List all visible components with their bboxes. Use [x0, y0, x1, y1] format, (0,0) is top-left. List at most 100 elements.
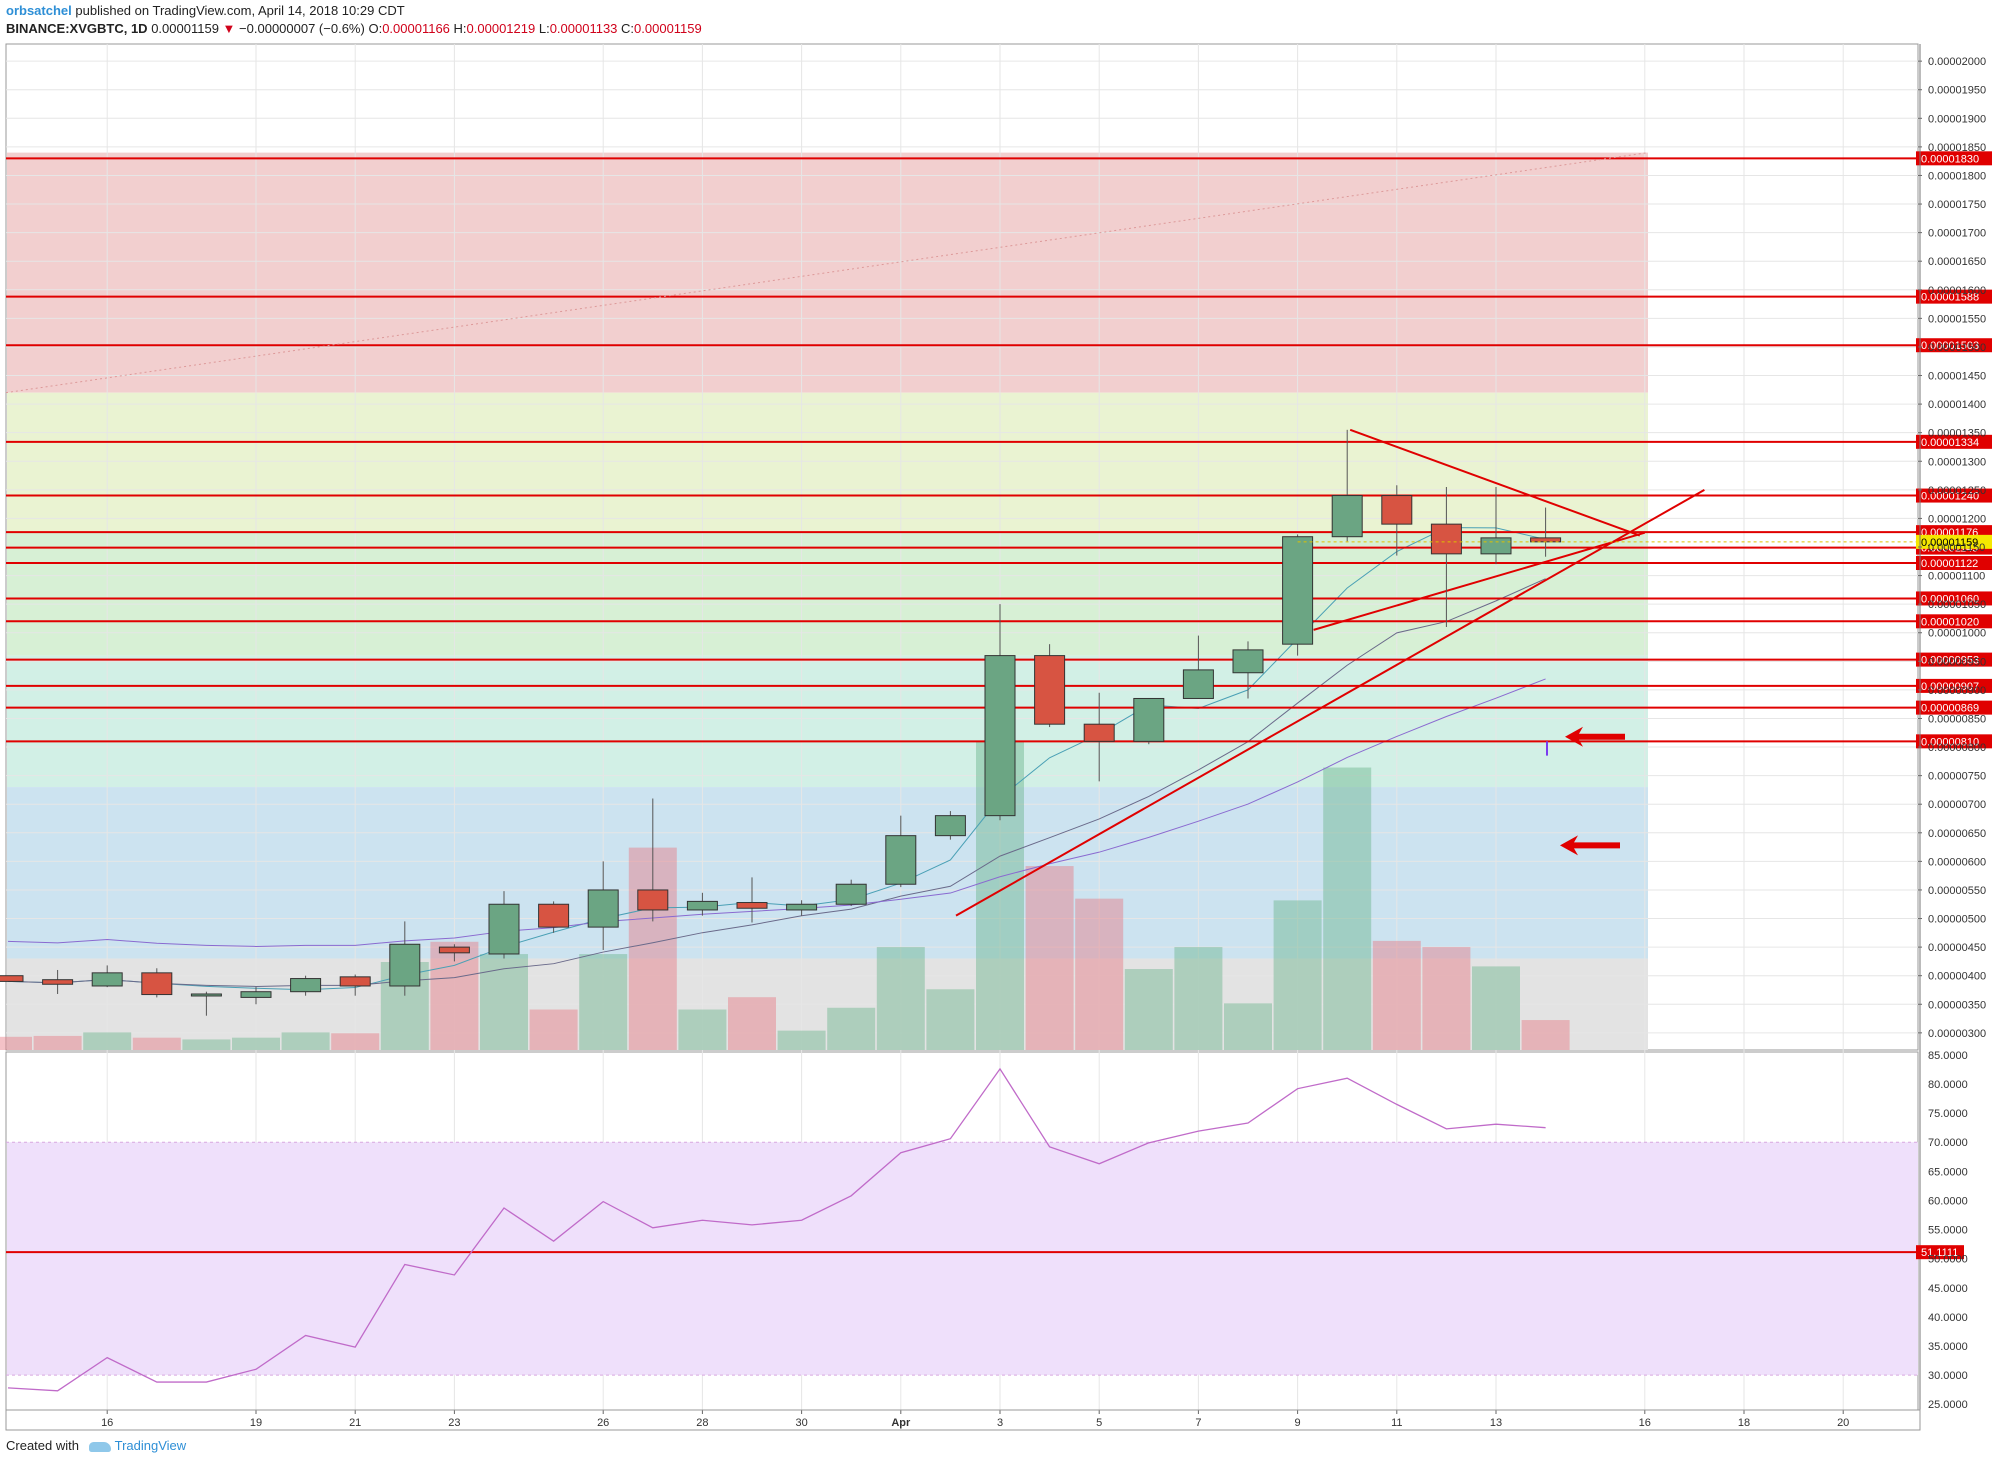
close-value: 0.00001159 [634, 21, 702, 36]
price-axis-label: 0.00000650 [1928, 828, 1986, 840]
level-price-tag [1916, 556, 1992, 571]
candle-body [637, 889, 669, 911]
candle-body [1133, 697, 1165, 742]
trendline-support [955, 488, 1705, 917]
last-price-label: 0.00001159 [1921, 537, 1978, 549]
zone-band-2 [7, 532, 1648, 656]
candle-body [339, 976, 371, 987]
candle-body [1430, 523, 1462, 555]
level-price-label: 0.00001060 [1921, 593, 1979, 605]
time-axis-label: Apr [891, 1417, 911, 1429]
volume-bar [1521, 1020, 1570, 1050]
last-price: 0.00001159 [151, 21, 219, 36]
high-value: 0.00001219 [466, 21, 536, 36]
level-price-label: 0.00000907 [1921, 681, 1979, 693]
price-axis-label: 0.00000800 [1928, 742, 1986, 754]
time-axis-label: 28 [696, 1417, 708, 1429]
price-axis-label: 0.00001900 [1928, 113, 1986, 125]
level-price-label: 0.00000953 [1921, 655, 1979, 667]
candle-body [984, 655, 1016, 817]
volume-bar [1323, 767, 1372, 1050]
rsi-axis-label: 45.0000 [1928, 1283, 1968, 1295]
price-axis-label: 0.00000350 [1928, 999, 1986, 1011]
tradingview-link[interactable]: TradingView [114, 1438, 187, 1453]
volume-bar [83, 1032, 132, 1050]
candle-body [0, 975, 24, 982]
price-axis-label: 0.00000950 [1928, 656, 1986, 668]
volume-bar [33, 1035, 82, 1050]
volume-bar [232, 1037, 280, 1050]
candle-body [141, 972, 173, 996]
price-axis-label: 0.00000500 [1928, 914, 1986, 926]
price-axis-label: 0.00001050 [1928, 599, 1986, 611]
volume-bar [728, 997, 776, 1050]
price-axis-label: 0.00001450 [1928, 371, 1986, 383]
candle-body [1381, 495, 1413, 525]
symbol-label: BINANCE:XVGBTC, 1D [6, 21, 148, 36]
level-price-tag [1916, 338, 1992, 353]
trendline-inner [1313, 531, 1646, 631]
publish-line: orbsatchel published on TradingView.com,… [6, 2, 702, 20]
level-price-tag [1916, 700, 1992, 715]
level-price-tag [1916, 652, 1992, 667]
level-price-tag [1916, 614, 1992, 629]
volume-bar [480, 954, 528, 1050]
candle-body [587, 889, 619, 928]
ohlc-line: BINANCE:XVGBTC, 1D 0.00001159 ▼ −0.00000… [6, 20, 702, 38]
volume-bar [1472, 966, 1520, 1050]
price-axis-label: 0.00000550 [1928, 885, 1986, 897]
volume-bar [777, 1030, 826, 1050]
rsi-axis-label: 60.0000 [1928, 1195, 1968, 1207]
volume-bar [827, 1007, 876, 1050]
time-axis-label: 5 [1096, 1417, 1102, 1429]
annotation-arrow-icon [1560, 835, 1620, 856]
time-axis-label: 7 [1195, 1417, 1201, 1429]
change-value: −0.00000007 (−0.6%) [239, 21, 365, 36]
author-link[interactable]: orbsatchel [6, 3, 72, 18]
footer: Created with TradingView [6, 1438, 186, 1453]
candle-body [835, 883, 867, 905]
price-axis-label: 0.00001950 [1928, 85, 1986, 97]
candle-body [934, 815, 966, 837]
price-axis-label: 0.00000850 [1928, 713, 1986, 725]
price-axis-label: 0.00001300 [1928, 456, 1986, 468]
candle-body [42, 979, 74, 985]
candle-body [885, 835, 917, 885]
candle-body [1331, 495, 1363, 538]
candle-body [190, 993, 222, 997]
volume-bar [876, 947, 925, 1050]
price-axis-label: 0.00001650 [1928, 256, 1986, 268]
rsi-axis-label: 50.0000 [1928, 1254, 1968, 1266]
rsi-axis-label: 30.0000 [1928, 1370, 1968, 1382]
zone-band-4 [7, 787, 1648, 959]
trendline-resistance [1349, 428, 1641, 537]
price-axis-label: 0.00001700 [1928, 228, 1986, 240]
time-axis-label: 19 [250, 1417, 262, 1429]
ma-mid-line [7, 578, 1546, 987]
candle-body [1182, 669, 1214, 699]
open-label: O: [368, 21, 383, 36]
volume-bar [1372, 940, 1421, 1050]
fib-diagonal-line [5, 152, 1649, 394]
volume-bar [0, 1036, 32, 1050]
level-price-tag [1916, 488, 1992, 503]
volume-bar [529, 1009, 578, 1050]
published-text: published on TradingView.com, April 14, … [75, 3, 405, 18]
ma-short-line [7, 527, 1546, 991]
price-axis-label: 0.00002000 [1928, 56, 1986, 68]
level-price-tag [1916, 434, 1992, 449]
price-axis-label: 0.00001850 [1928, 142, 1986, 154]
level-price-label: 0.00001240 [1921, 491, 1979, 503]
candle-body [736, 902, 768, 909]
volume-bar [1224, 1003, 1272, 1050]
time-axis-label: 16 [101, 1417, 113, 1429]
price-axis-label: 0.00000700 [1928, 799, 1986, 811]
rsi-line [7, 1067, 1546, 1392]
rsi-axis-label: 75.0000 [1928, 1108, 1968, 1120]
price-axis-label: 0.00000300 [1928, 1028, 1986, 1040]
volume-bar [1273, 900, 1322, 1050]
rsi-level-label: 51.1111 [1921, 1247, 1958, 1259]
zone-band-1 [7, 392, 1648, 533]
level-price-label: 0.00001122 [1921, 558, 1978, 570]
